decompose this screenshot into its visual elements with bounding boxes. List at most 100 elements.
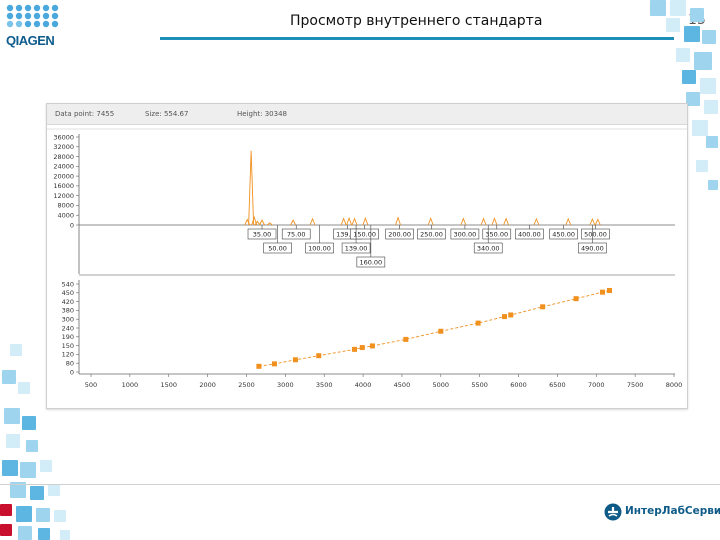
logo-dot — [6, 4, 14, 12]
mosaic-square — [666, 18, 680, 32]
mosaic-square — [60, 530, 70, 540]
x-tick-label: 4500 — [394, 381, 411, 389]
x-tick-label: 6500 — [549, 381, 566, 389]
electropherogram-peak — [248, 150, 255, 226]
x-tick-label: 7500 — [627, 381, 644, 389]
mosaic-square — [706, 136, 718, 148]
logo-dot — [24, 12, 32, 20]
chart-area: 3600032000280002400020000160001200080004… — [47, 128, 687, 389]
x-tick-label: 1500 — [160, 381, 177, 389]
sizing-curve-point — [606, 288, 612, 294]
size-flag-box — [417, 228, 446, 240]
size-flag-label: 139.00 — [336, 230, 359, 238]
size-flag-label: 500.00 — [584, 230, 607, 238]
size-flag-label: 250.00 — [420, 230, 443, 238]
electropherogram-peak — [340, 217, 347, 226]
mosaic-square — [20, 462, 36, 478]
x-tick-label: 6000 — [510, 381, 527, 389]
qiagen-logo-text: QIAGEN — [6, 33, 55, 48]
mosaic-square — [26, 440, 38, 452]
electropherogram-peak — [266, 222, 273, 226]
y-tick-label: 540 — [62, 280, 74, 288]
mosaic-square — [4, 408, 20, 424]
y-tick-label: 36000 — [53, 133, 74, 141]
size-flag-box — [247, 228, 277, 240]
logo-dot — [51, 20, 59, 28]
logo-dot — [24, 4, 32, 12]
y-tick-label: 450 — [62, 289, 74, 297]
electropherogram-peak — [309, 217, 316, 226]
y-tick-label: 4000 — [57, 212, 74, 220]
sizing-curve-point — [369, 343, 375, 349]
electropherogram-peak — [460, 217, 467, 226]
mosaic-square — [48, 484, 60, 496]
electropherogram-peak — [589, 217, 596, 226]
size-flag-label: 200.00 — [388, 230, 411, 238]
mosaic-square — [18, 526, 32, 540]
mosaic-square — [54, 510, 66, 522]
sizing-curve-point — [540, 304, 546, 310]
y-tick-label: 80 — [66, 360, 74, 368]
size-flag-box — [473, 242, 503, 254]
qiagen-logo-mark — [6, 4, 59, 28]
page-title: Просмотр внутреннего стандарта — [290, 13, 543, 29]
x-tick-label: 2500 — [238, 381, 255, 389]
mosaic-square — [694, 52, 712, 70]
mosaic-square — [30, 486, 44, 500]
logo-dot — [33, 20, 41, 28]
interlabservice-logo: ИнтерЛабСервис — [604, 503, 720, 521]
size-flag-label: 139.00 — [345, 244, 368, 252]
y-tick-label: 300 — [62, 316, 74, 324]
x-tick-label: 8000 — [666, 381, 683, 389]
electropherogram-peak — [533, 217, 540, 226]
electropherogram-peak — [351, 217, 358, 226]
sizing-curve-point — [403, 336, 409, 342]
y-tick-label: 380 — [62, 307, 74, 315]
mosaic-square — [696, 160, 708, 172]
size-flag-box — [450, 228, 480, 240]
size-flag-box — [515, 228, 544, 240]
info-bar: Data point: 7455 Size: 554.67 Height: 30… — [47, 104, 687, 125]
mosaic-square — [686, 92, 700, 106]
mosaic-square — [704, 100, 718, 114]
decorative-mosaic-top-right — [636, 0, 720, 210]
y-tick-label: 150 — [62, 342, 74, 350]
electropherogram-peak — [480, 217, 487, 226]
y-tick-label: 16000 — [53, 182, 74, 190]
size-flag-box — [549, 228, 578, 240]
sizing-curve-point — [573, 296, 579, 302]
electropherogram-peak — [427, 217, 434, 226]
interlabservice-logo-icon — [604, 503, 622, 521]
height-readout: Height: 30348 — [237, 110, 287, 118]
logo-dot — [24, 20, 32, 28]
y-tick-label: 240 — [62, 324, 74, 332]
y-tick-label: 0 — [70, 221, 74, 229]
decorative-mosaic-bottom-left — [0, 330, 90, 540]
electropherogram-peak — [346, 216, 352, 226]
mosaic-square — [692, 120, 708, 136]
size-flag-box — [581, 228, 610, 240]
mosaic-square — [684, 26, 700, 42]
sizing-curve-point — [359, 345, 365, 351]
y-tick-label: 8000 — [57, 202, 74, 210]
y-tick-label: 420 — [62, 298, 74, 306]
mosaic-square — [10, 344, 22, 356]
sizing-curve-point — [316, 353, 322, 359]
sizing-curve-point — [352, 346, 358, 352]
x-tick-label: 3500 — [316, 381, 333, 389]
electropherogram-peak — [491, 217, 498, 226]
size-flag-label: 340.00 — [477, 244, 500, 252]
sizing-curve-point — [599, 289, 605, 295]
electropherogram-peak — [565, 217, 572, 226]
electropherogram-peak — [251, 215, 258, 226]
size-flag-box — [263, 242, 292, 254]
mosaic-square — [22, 416, 36, 430]
sizing-curve-point — [508, 312, 514, 318]
sizing-curve-point — [256, 363, 262, 369]
size-flag-box — [482, 228, 512, 240]
size-flag-box — [305, 242, 334, 254]
size-flag-label: 490.00 — [581, 244, 604, 252]
logo-dot — [15, 20, 23, 28]
sizing-curve-point — [292, 357, 298, 363]
